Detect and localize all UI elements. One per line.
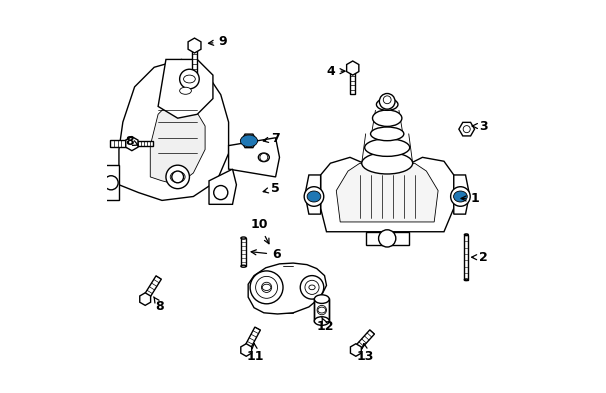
Text: 8: 8 (154, 297, 164, 313)
Polygon shape (353, 330, 375, 352)
Polygon shape (459, 122, 474, 136)
Ellipse shape (309, 285, 315, 290)
Ellipse shape (262, 284, 271, 290)
Circle shape (379, 94, 395, 109)
Circle shape (317, 305, 327, 315)
Ellipse shape (258, 153, 269, 162)
Ellipse shape (315, 317, 329, 325)
Text: 9: 9 (208, 35, 227, 48)
Polygon shape (209, 169, 236, 204)
Ellipse shape (370, 127, 404, 141)
Circle shape (214, 185, 228, 200)
Polygon shape (454, 175, 470, 214)
Polygon shape (228, 138, 279, 177)
Polygon shape (241, 134, 257, 148)
Text: 5: 5 (263, 182, 280, 195)
Text: 13: 13 (357, 343, 375, 363)
Bar (134, 141, 153, 146)
Bar (191, 49, 198, 73)
Ellipse shape (453, 191, 467, 202)
Circle shape (166, 165, 190, 189)
Bar (241, 238, 246, 266)
Circle shape (179, 69, 199, 89)
Polygon shape (244, 327, 261, 351)
Text: 8: 8 (125, 135, 138, 148)
Ellipse shape (362, 152, 413, 174)
Text: 6: 6 (251, 248, 281, 261)
Ellipse shape (179, 87, 191, 94)
Circle shape (172, 171, 184, 183)
Polygon shape (150, 99, 205, 185)
Circle shape (379, 230, 396, 247)
Polygon shape (140, 293, 151, 305)
Text: 2: 2 (471, 251, 487, 264)
Polygon shape (347, 61, 359, 75)
Circle shape (305, 280, 319, 294)
Polygon shape (126, 137, 138, 151)
Circle shape (250, 271, 283, 304)
Circle shape (383, 96, 391, 104)
Text: 7: 7 (263, 132, 280, 145)
Text: 1: 1 (461, 192, 480, 205)
Circle shape (463, 126, 470, 133)
Ellipse shape (241, 265, 246, 267)
Ellipse shape (464, 234, 468, 235)
Text: 10: 10 (250, 218, 269, 244)
Polygon shape (119, 59, 228, 200)
Bar (315, 298, 329, 322)
Polygon shape (248, 263, 327, 314)
Polygon shape (241, 344, 251, 356)
Circle shape (104, 176, 118, 190)
Ellipse shape (464, 279, 468, 281)
Ellipse shape (376, 99, 398, 110)
Ellipse shape (241, 135, 258, 147)
Polygon shape (110, 141, 132, 147)
Polygon shape (305, 175, 321, 214)
Polygon shape (188, 38, 201, 53)
Ellipse shape (307, 191, 321, 202)
Text: 4: 4 (327, 65, 345, 78)
Text: 3: 3 (473, 119, 487, 132)
Ellipse shape (365, 139, 410, 156)
Text: 11: 11 (247, 343, 264, 363)
Circle shape (451, 187, 470, 206)
Polygon shape (321, 157, 454, 232)
Ellipse shape (184, 75, 195, 83)
Ellipse shape (318, 307, 325, 313)
Circle shape (304, 187, 324, 206)
Circle shape (256, 276, 278, 298)
Ellipse shape (170, 171, 185, 182)
Polygon shape (365, 232, 408, 246)
Circle shape (245, 137, 253, 145)
Ellipse shape (241, 237, 246, 239)
Polygon shape (336, 163, 438, 222)
Circle shape (260, 153, 268, 161)
Circle shape (262, 282, 271, 292)
Polygon shape (350, 344, 361, 356)
Bar (350, 72, 355, 94)
Text: 12: 12 (317, 317, 335, 333)
Ellipse shape (373, 110, 402, 127)
Circle shape (300, 275, 324, 299)
Polygon shape (142, 276, 161, 301)
Bar (464, 235, 468, 280)
Polygon shape (103, 165, 119, 200)
Polygon shape (158, 59, 213, 118)
Ellipse shape (315, 295, 329, 303)
